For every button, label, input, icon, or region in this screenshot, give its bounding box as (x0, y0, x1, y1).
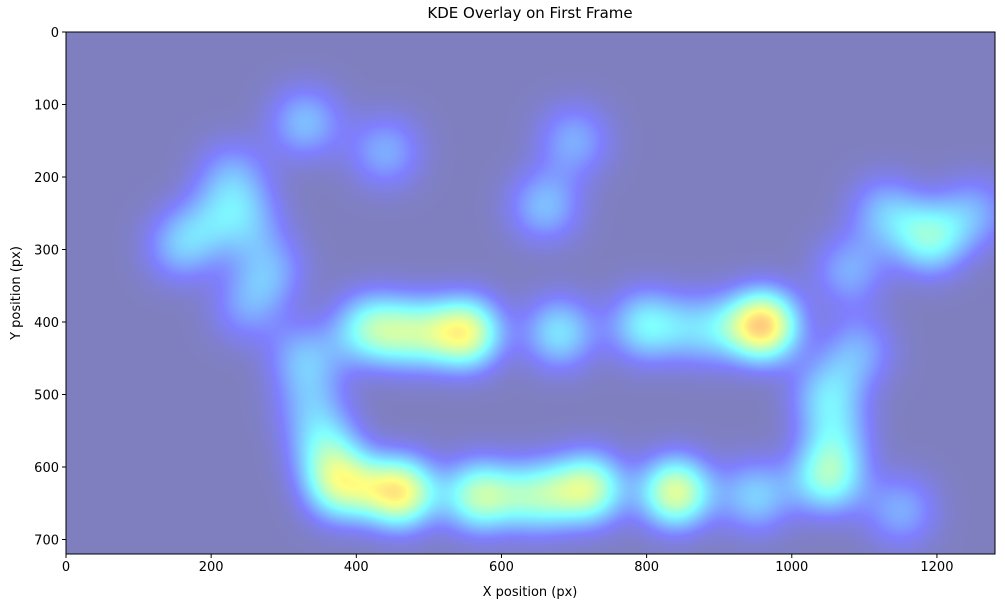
plot-area (152, 92, 995, 541)
y-tick-label: 100 (34, 99, 59, 114)
density-blob (645, 462, 706, 523)
y-tick-label: 400 (34, 316, 59, 331)
density-blob (674, 299, 735, 360)
x-tick-label: 0 (62, 560, 70, 575)
density-blob (544, 110, 605, 171)
density-blob (275, 328, 336, 389)
chart-title: KDE Overlay on First Frame (427, 4, 632, 22)
density-blob (616, 295, 677, 356)
y-axis-label: Y position (px) (9, 246, 24, 341)
y-tick-label: 200 (34, 171, 59, 186)
x-tick-label: 1200 (920, 560, 953, 575)
density-blob (355, 121, 416, 182)
x-axis-label: X position (px) (483, 585, 578, 600)
density-blob (275, 92, 336, 153)
density-blob (819, 241, 880, 302)
density-blob (449, 466, 510, 526)
density-blob (507, 466, 568, 526)
density-blob (369, 462, 430, 523)
y-tick-label: 700 (34, 534, 59, 549)
x-tick-label: 1000 (775, 560, 808, 575)
density-blob (899, 208, 960, 269)
density-blob (435, 302, 496, 363)
density-layer (152, 92, 995, 541)
density-blob (311, 455, 372, 516)
density-blob (340, 299, 401, 360)
density-blob (827, 321, 888, 381)
x-tick-label: 200 (199, 560, 224, 575)
density-blob (529, 302, 590, 363)
density-blob (943, 183, 995, 244)
density-blob (558, 458, 619, 519)
y-tick-label: 500 (34, 389, 59, 404)
density-blob (870, 480, 931, 541)
density-blob (181, 190, 242, 251)
density-blob (732, 295, 793, 356)
y-tick-label: 600 (34, 461, 59, 476)
x-tick-label: 600 (489, 560, 514, 575)
density-blob (515, 176, 576, 236)
density-blob (725, 466, 786, 526)
x-tick-label: 800 (634, 560, 659, 575)
density-blob (384, 302, 445, 363)
x-tick-label: 400 (344, 560, 369, 575)
density-blob (217, 277, 278, 338)
density-blob (798, 447, 859, 508)
axes-frame (65, 31, 996, 555)
density-blob (856, 183, 917, 244)
density-blob (282, 379, 343, 439)
y-tick-label: 300 (34, 244, 59, 259)
y-tick-label: 0 (51, 26, 59, 41)
